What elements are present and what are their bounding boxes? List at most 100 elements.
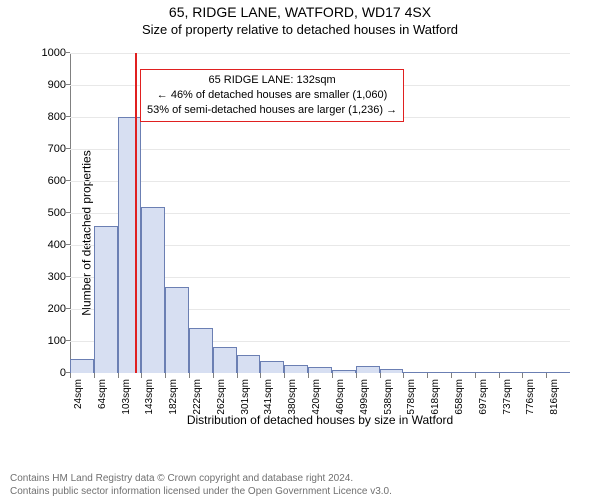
x-tick-mark — [70, 373, 71, 378]
x-tick-label: 64sqm — [97, 379, 108, 409]
x-tick-label: 24sqm — [73, 379, 84, 409]
x-tick-label: 460sqm — [335, 379, 346, 415]
histogram-bar — [284, 365, 308, 373]
y-tick-mark — [65, 276, 70, 277]
y-tick-mark — [65, 116, 70, 117]
grid-line — [70, 181, 570, 182]
x-tick-label: 816sqm — [549, 379, 560, 415]
histogram-bar — [332, 370, 356, 373]
chart-container: Number of detached properties 0100200300… — [30, 43, 590, 423]
x-tick-mark — [499, 373, 500, 378]
x-tick-mark — [332, 373, 333, 378]
x-tick-label: 618sqm — [430, 379, 441, 415]
title-address: 65, RIDGE LANE, WATFORD, WD17 4SX — [0, 4, 600, 20]
histogram-bar — [499, 372, 523, 373]
histogram-bar — [70, 359, 94, 373]
title-subtitle: Size of property relative to detached ho… — [0, 22, 600, 37]
property-marker-line — [135, 53, 137, 373]
x-tick-label: 578sqm — [406, 379, 417, 415]
annotation-line: 53% of semi-detached houses are larger (… — [147, 103, 397, 118]
y-tick-label: 400 — [48, 239, 66, 251]
x-tick-label: 697sqm — [478, 379, 489, 415]
y-tick-mark — [65, 180, 70, 181]
footer-line-2: Contains public sector information licen… — [10, 485, 392, 498]
histogram-bar — [260, 361, 284, 373]
grid-line — [70, 53, 570, 54]
y-tick-mark — [65, 148, 70, 149]
annotation-box: 65 RIDGE LANE: 132sqm← 46% of detached h… — [140, 69, 404, 122]
y-tick-label: 1000 — [42, 47, 66, 59]
x-tick-label: 341sqm — [263, 379, 274, 415]
x-tick-label: 262sqm — [216, 379, 227, 415]
x-tick-mark — [284, 373, 285, 378]
histogram-bar — [237, 355, 261, 373]
x-axis-label: Distribution of detached houses by size … — [70, 413, 570, 427]
x-tick-mark — [403, 373, 404, 378]
x-tick-mark — [141, 373, 142, 378]
y-tick-mark — [65, 244, 70, 245]
histogram-bar — [308, 367, 332, 373]
x-tick-mark — [118, 373, 119, 378]
histogram-bar — [427, 372, 451, 373]
histogram-bar — [475, 372, 499, 373]
x-tick-mark — [189, 373, 190, 378]
x-tick-label: 103sqm — [121, 379, 132, 415]
y-tick-mark — [65, 340, 70, 341]
y-tick-mark — [65, 212, 70, 213]
x-tick-label: 737sqm — [502, 379, 513, 415]
y-tick-label: 200 — [48, 303, 66, 315]
x-tick-mark — [427, 373, 428, 378]
histogram-bar — [118, 117, 142, 373]
x-tick-label: 538sqm — [383, 379, 394, 415]
y-tick-label: 800 — [48, 111, 66, 123]
histogram-bar — [213, 347, 237, 373]
histogram-bar — [356, 366, 380, 373]
footer-attribution: Contains HM Land Registry data © Crown c… — [10, 472, 392, 498]
y-tick-label: 0 — [60, 367, 66, 379]
histogram-bar — [165, 287, 189, 373]
x-tick-label: 182sqm — [168, 379, 179, 415]
y-tick-mark — [65, 308, 70, 309]
y-tick-label: 300 — [48, 271, 66, 283]
x-tick-mark — [380, 373, 381, 378]
x-tick-mark — [237, 373, 238, 378]
x-tick-label: 301sqm — [240, 379, 251, 415]
footer-line-1: Contains HM Land Registry data © Crown c… — [10, 472, 392, 485]
histogram-bar — [451, 372, 475, 373]
x-tick-mark — [522, 373, 523, 378]
x-tick-label: 222sqm — [192, 379, 203, 415]
x-tick-mark — [451, 373, 452, 378]
x-tick-mark — [165, 373, 166, 378]
x-tick-label: 499sqm — [359, 379, 370, 415]
histogram-bar — [94, 226, 118, 373]
x-tick-mark — [308, 373, 309, 378]
annotation-line: ← 46% of detached houses are smaller (1,… — [147, 88, 397, 103]
x-tick-label: 658sqm — [454, 379, 465, 415]
histogram-bar — [189, 328, 213, 373]
x-tick-mark — [475, 373, 476, 378]
y-tick-label: 500 — [48, 207, 66, 219]
histogram-bar — [141, 207, 165, 373]
y-tick-label: 600 — [48, 175, 66, 187]
histogram-bar — [522, 372, 546, 373]
histogram-bar — [546, 372, 570, 373]
x-tick-mark — [213, 373, 214, 378]
annotation-line: 65 RIDGE LANE: 132sqm — [147, 73, 397, 88]
x-tick-label: 776sqm — [525, 379, 536, 415]
y-tick-label: 900 — [48, 79, 66, 91]
x-tick-label: 380sqm — [287, 379, 298, 415]
grid-line — [70, 149, 570, 150]
x-tick-mark — [94, 373, 95, 378]
x-tick-label: 143sqm — [144, 379, 155, 415]
y-tick-label: 100 — [48, 335, 66, 347]
x-tick-mark — [546, 373, 547, 378]
histogram-bar — [403, 372, 427, 373]
y-tick-mark — [65, 84, 70, 85]
histogram-bar — [380, 369, 404, 373]
plot-area: 0100200300400500600700800900100024sqm64s… — [70, 53, 570, 373]
x-tick-mark — [260, 373, 261, 378]
x-tick-label: 420sqm — [311, 379, 322, 415]
y-tick-label: 700 — [48, 143, 66, 155]
y-tick-mark — [65, 52, 70, 53]
x-tick-mark — [356, 373, 357, 378]
